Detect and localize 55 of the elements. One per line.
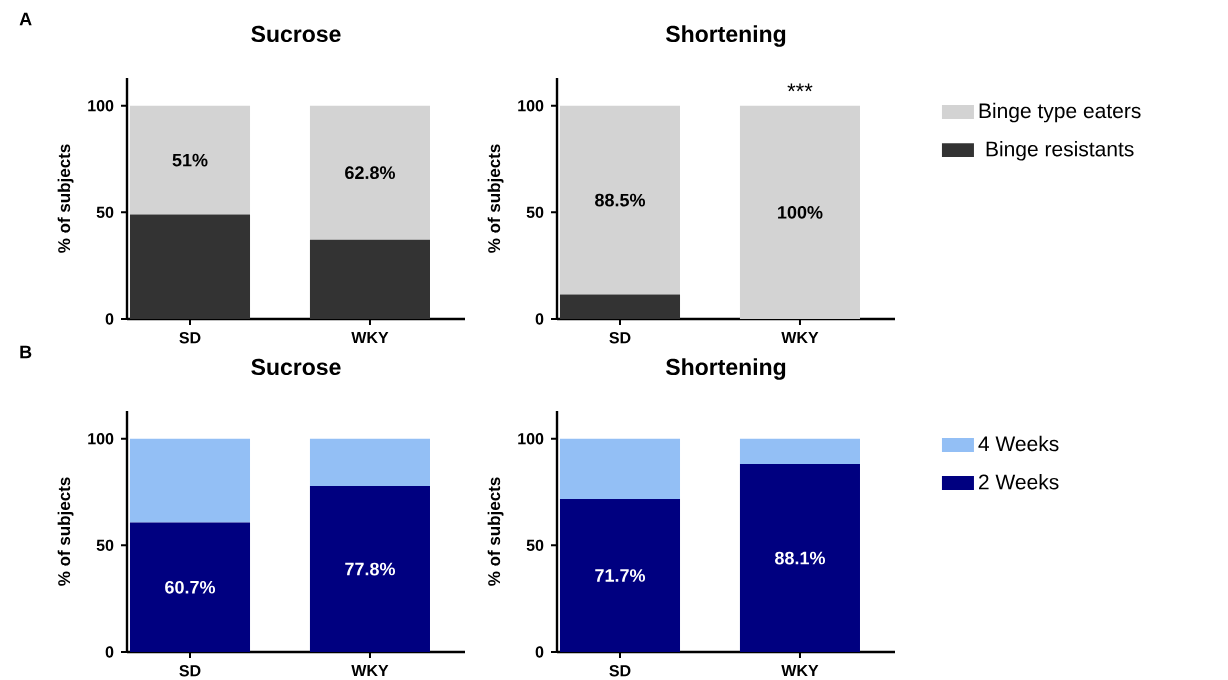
data-label: 51% xyxy=(172,153,208,167)
x-tick-label: WKY xyxy=(351,332,389,344)
text: A xyxy=(19,12,32,26)
bar xyxy=(559,438,681,500)
y-tick-label: 50 xyxy=(96,206,114,219)
legend-label: Binge resistants xyxy=(986,141,1134,161)
legend-label: 2 Weeks xyxy=(979,474,1059,490)
data-label: 88.5% xyxy=(595,193,646,207)
x-tick-label: WKY xyxy=(351,665,389,677)
x-tick-label: SD xyxy=(609,665,631,677)
bar xyxy=(129,105,251,215)
bar xyxy=(309,105,430,240)
data-label: 88.1% xyxy=(775,551,826,565)
bar xyxy=(559,499,681,652)
data-label: 77.8% xyxy=(345,562,396,576)
x-tick-label: WKY xyxy=(781,332,819,344)
y-tick-label: 100 xyxy=(88,433,114,445)
data-label: 100% xyxy=(778,205,823,219)
y-axis-title: % of subjects xyxy=(57,477,74,586)
bar xyxy=(129,522,251,652)
chart-title: Sucrose xyxy=(251,25,341,43)
chart-title: Shortening xyxy=(665,25,786,47)
x-tick-label: WKY xyxy=(781,665,819,677)
x-tick-label: SD xyxy=(609,332,631,344)
bar xyxy=(739,464,860,652)
x-tick-label: SD xyxy=(179,332,201,344)
y-axis-title: % of subjects xyxy=(487,144,504,253)
y-tick-label: 100 xyxy=(518,100,544,112)
legend-label: 4 Weeks xyxy=(978,435,1059,452)
y-tick-label: 100 xyxy=(518,433,544,445)
y-tick-label: 0 xyxy=(105,313,114,325)
bar xyxy=(309,486,430,652)
y-axis-title: % of subjects xyxy=(57,144,74,253)
bar xyxy=(129,214,251,319)
y-tick-label: 0 xyxy=(535,646,544,658)
y-tick-label: 50 xyxy=(526,206,544,219)
chart-title: Sucrose xyxy=(251,358,341,376)
data-label: 71.7% xyxy=(595,569,646,582)
y-tick-label: 100 xyxy=(88,100,114,112)
bar xyxy=(309,438,430,487)
y-tick-label: 0 xyxy=(105,646,114,658)
bar xyxy=(739,438,860,465)
legend-label: Binge type eaters xyxy=(979,102,1141,123)
text: B xyxy=(20,345,32,359)
y-axis-title: % of subjects xyxy=(487,477,504,586)
data-label: 62.8% xyxy=(345,166,396,180)
y-tick-label: 50 xyxy=(96,539,114,552)
y-tick-label: 50 xyxy=(526,539,544,552)
annotation: *** xyxy=(787,83,813,92)
bar xyxy=(129,438,251,523)
data-label: 60.7% xyxy=(165,580,216,594)
chart-title: Shortening xyxy=(665,358,786,380)
bar xyxy=(309,239,430,319)
x-tick-label: SD xyxy=(179,665,201,677)
y-tick-label: 0 xyxy=(535,313,544,325)
